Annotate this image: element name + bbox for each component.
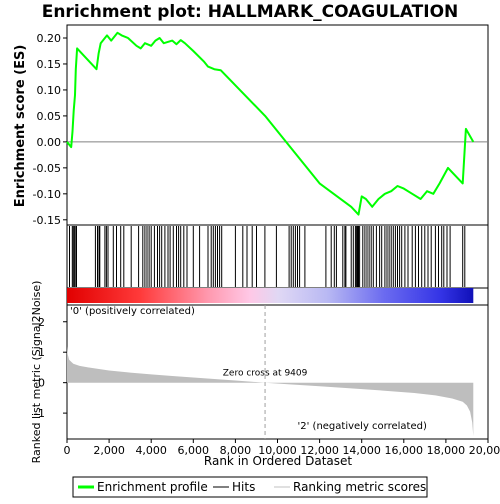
legend-profile-label: Enrichment profile bbox=[97, 480, 208, 494]
es-ytick-label: 0.10 bbox=[37, 84, 62, 97]
es-ytick-label: 0.05 bbox=[37, 110, 62, 123]
xtick-label: 20,000 bbox=[469, 444, 500, 457]
es-ytick-label: -0.05 bbox=[33, 162, 61, 175]
xtick-label: 6,000 bbox=[178, 444, 210, 457]
x-axis-label: Rank in Ordered Dataset bbox=[204, 454, 352, 468]
enrichment-profile-line bbox=[66, 31, 475, 216]
xtick-label: 14,000 bbox=[342, 444, 381, 457]
legend-hits-label: Hits bbox=[232, 480, 255, 494]
xtick-label: 0 bbox=[64, 444, 71, 457]
hits-layer bbox=[69, 226, 466, 287]
es-ytick-label: -0.15 bbox=[33, 214, 61, 227]
metric-ytick-label: 0 bbox=[38, 377, 45, 390]
xtick-label: 2,000 bbox=[93, 444, 125, 457]
legend: Enrichment profile Hits Ranking metric s… bbox=[72, 476, 428, 498]
xtick-label: 18,000 bbox=[427, 444, 466, 457]
zero-cross-label: Zero cross at 9409 bbox=[223, 369, 308, 379]
pos-correlated-label: '0' (positively correlated) bbox=[70, 306, 195, 317]
xtick-label: 4,000 bbox=[135, 444, 167, 457]
es-ytick-label: 0.20 bbox=[37, 32, 62, 45]
metric-ytick-label: 1 bbox=[38, 346, 45, 359]
metric-layer: -1 0 1 2 0 2,000 4,000 6,000 8,000 10,000 12,000 14… bbox=[34, 305, 500, 457]
es-axis-label: Enrichment score (ES) bbox=[13, 45, 28, 208]
metric-ytick-label: 2 bbox=[38, 316, 45, 329]
xtick-label: 16,000 bbox=[385, 444, 424, 457]
chart-title: Enrichment plot: HALLMARK_COAGULATION bbox=[42, 2, 459, 22]
metric-axis-label: Ranked list metric (Signal2Noise) bbox=[30, 281, 43, 464]
metric-panel-frame bbox=[66, 304, 489, 440]
neg-correlated-label: '2' (negatively correlated) bbox=[298, 421, 427, 432]
es-layer: -0.15 -0.10 -0.05 0.00 0.05 0.10 0.15 0.20 bbox=[33, 31, 488, 227]
es-ytick-label: -0.10 bbox=[33, 188, 61, 201]
metric-ytick-label: -1 bbox=[34, 407, 45, 420]
es-panel-frame bbox=[66, 24, 489, 226]
legend-metric-label: Ranking metric scores bbox=[293, 480, 426, 494]
es-ytick-label: 0.15 bbox=[37, 58, 62, 71]
hits-panel-frame bbox=[66, 224, 489, 289]
legend-frame bbox=[72, 476, 428, 498]
ranking-metric-area bbox=[67, 346, 474, 436]
xtick-label: 8,000 bbox=[220, 444, 252, 457]
xtick-label: 10,000 bbox=[258, 444, 297, 457]
rank-color-bar bbox=[67, 288, 474, 303]
xtick-label: 12,000 bbox=[300, 444, 339, 457]
es-ytick-label: 0.00 bbox=[37, 136, 62, 149]
